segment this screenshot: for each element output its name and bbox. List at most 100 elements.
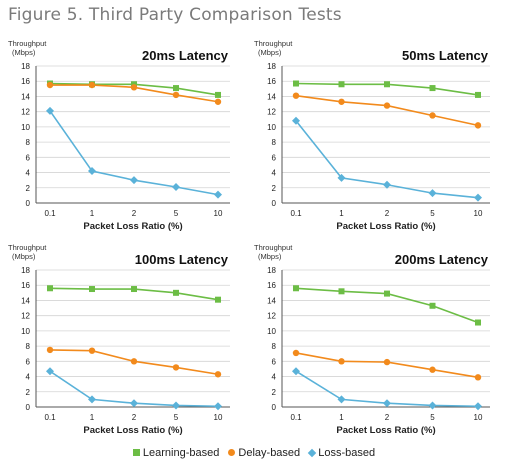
data-point-square [384,81,390,88]
y-tick-label: 6 [26,153,31,162]
data-point-square [215,296,221,303]
y-axis-label: Throughput [8,39,47,48]
data-point-diamond [46,106,54,115]
data-point-diamond [383,399,391,408]
y-tick-label: 6 [26,357,31,366]
data-point-circle [172,91,180,99]
y-tick-label: 4 [272,169,277,178]
data-point-square [89,286,95,293]
data-point-square [338,81,345,88]
x-tick-label: 10 [474,209,483,218]
x-tick-label: 0.1 [290,413,302,422]
x-tick-label: 10 [214,209,223,218]
y-tick-label: 2 [26,184,31,193]
legend-label-loss: Loss-based [318,447,376,459]
data-point-diamond [474,193,482,202]
data-point-square [338,288,345,295]
x-tick-label: 1 [90,413,95,422]
data-point-circle [130,84,138,91]
y-tick-label: 8 [26,138,31,147]
legend-circle-marker-icon [228,449,236,456]
y-axis-label: Throughput [254,243,293,252]
y-tick-label: 8 [26,342,31,351]
y-tick-label: 16 [21,77,30,86]
y-tick-label: 8 [272,342,277,351]
data-point-diamond [46,367,54,376]
data-point-square [47,285,53,292]
data-point-diamond [88,167,96,176]
x-tick-label: 1 [90,209,95,218]
data-point-diamond [130,399,138,408]
y-axis-label: (Mbps) [258,48,282,57]
data-point-diamond [292,367,300,376]
y-tick-label: 18 [267,62,276,71]
figure-title: Figure 5. Third Party Comparison Tests [8,5,342,25]
y-tick-label: 10 [267,123,276,132]
data-point-square [429,302,436,309]
y-tick-label: 10 [267,327,276,336]
data-point-square [429,85,436,92]
data-point-circle [383,358,391,366]
data-point-diamond [172,401,180,410]
y-tick-label: 18 [267,266,276,275]
x-tick-label: 1 [339,209,344,218]
x-tick-label: 10 [214,413,223,422]
data-point-square [215,91,221,98]
legend-label-learning: Learning-based [142,447,220,459]
y-axis-label: (Mbps) [12,48,36,57]
data-point-diamond [337,173,346,182]
data-point-diamond [474,402,482,411]
x-tick-label: 5 [174,209,179,218]
y-tick-label: 4 [26,373,31,382]
chart-title: 200ms Latency [395,252,489,267]
data-point-circle [429,112,436,119]
legend-diamond-marker-icon [307,448,317,458]
x-tick-label: 0.1 [44,413,56,422]
x-axis-label: Packet Loss Ratio (%) [83,221,182,232]
data-point-square [475,319,481,326]
y-tick-label: 18 [21,62,30,71]
legend: Learning-based Delay-based Loss-based [0,447,508,459]
y-tick-label: 4 [272,373,277,382]
y-tick-label: 8 [272,138,277,147]
data-point-diamond [428,401,437,410]
x-tick-label: 5 [430,209,435,218]
x-tick-label: 5 [430,413,435,422]
data-point-diamond [214,402,222,411]
x-axis-label: Packet Loss Ratio (%) [83,425,182,436]
x-tick-label: 1 [339,413,344,422]
y-tick-label: 14 [21,92,30,101]
y-tick-label: 0 [272,403,277,412]
data-point-circle [383,102,391,109]
chart-title: 20ms Latency [142,48,229,63]
x-axis-label: Packet Loss Ratio (%) [336,221,435,232]
y-tick-label: 12 [21,312,30,321]
data-point-square [475,91,481,98]
y-tick-label: 6 [272,153,277,162]
y-tick-label: 6 [272,357,277,366]
data-point-diamond [88,395,96,404]
data-point-circle [214,98,222,105]
data-point-circle [46,81,54,89]
y-tick-label: 12 [21,108,30,117]
x-tick-label: 2 [132,209,137,218]
data-point-circle [172,364,180,371]
data-point-square [293,80,299,87]
data-point-square [293,285,299,292]
data-point-square [173,85,179,92]
data-point-circle [429,366,436,373]
data-point-diamond [292,116,300,125]
legend-label-delay: Delay-based [238,447,301,459]
data-point-circle [338,98,345,105]
y-tick-label: 0 [26,199,31,208]
y-tick-label: 14 [267,92,276,101]
y-tick-label: 16 [21,281,30,290]
y-axis-label: (Mbps) [12,252,36,261]
x-tick-label: 2 [385,209,390,218]
y-tick-label: 18 [21,266,30,275]
data-point-square [131,286,137,293]
data-point-circle [474,122,482,129]
